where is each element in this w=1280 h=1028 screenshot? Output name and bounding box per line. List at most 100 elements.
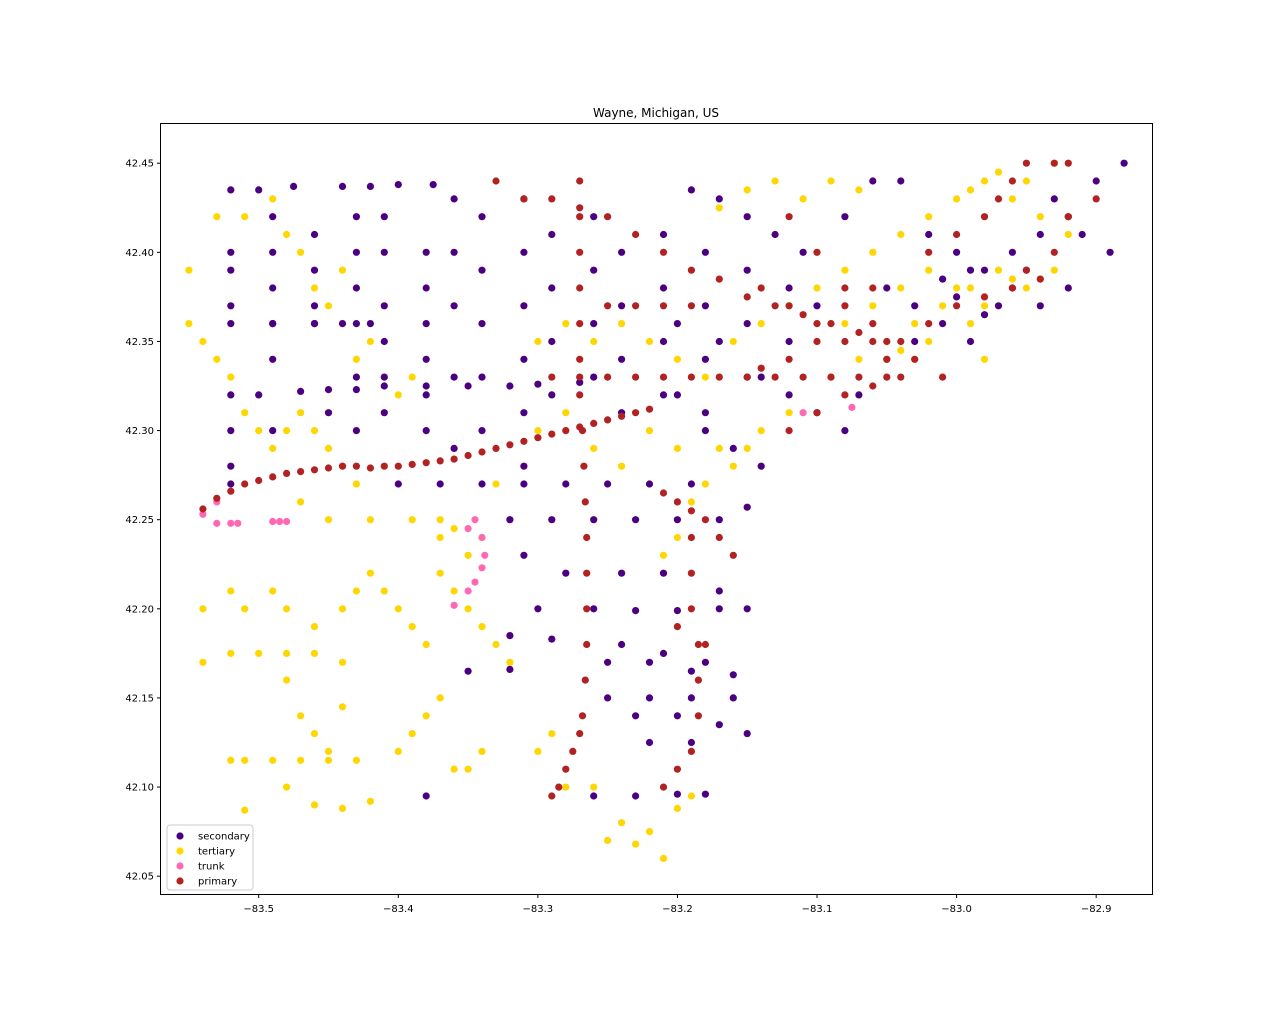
point-tertiary xyxy=(506,658,514,666)
point-secondary xyxy=(980,311,989,319)
point-secondary xyxy=(1036,302,1044,310)
point-secondary xyxy=(673,607,682,615)
point-primary xyxy=(687,373,696,381)
point-secondary xyxy=(701,658,710,666)
point-secondary xyxy=(506,382,514,390)
point-secondary xyxy=(659,337,668,346)
point-secondary xyxy=(352,386,360,394)
legend-marker-primary xyxy=(176,877,184,885)
point-secondary xyxy=(478,373,486,381)
point-tertiary xyxy=(729,462,737,470)
point-primary xyxy=(548,373,556,381)
point-tertiary xyxy=(673,355,682,363)
point-tertiary xyxy=(980,177,989,185)
point-tertiary xyxy=(241,756,249,764)
point-secondary xyxy=(227,186,235,194)
point-trunk xyxy=(478,564,486,572)
point-secondary xyxy=(422,248,430,256)
point-tertiary xyxy=(673,804,682,813)
legend-marker-tertiary xyxy=(176,847,184,855)
point-tertiary xyxy=(283,649,291,658)
point-secondary xyxy=(757,462,765,470)
point-primary xyxy=(408,460,416,468)
point-tertiary xyxy=(715,444,723,452)
point-tertiary xyxy=(436,533,444,542)
point-trunk xyxy=(450,601,458,609)
point-secondary xyxy=(429,181,437,189)
point-tertiary xyxy=(450,525,458,533)
point-primary xyxy=(1022,159,1030,167)
point-primary xyxy=(673,498,682,506)
point-tertiary xyxy=(255,427,263,435)
point-secondary xyxy=(380,248,388,256)
point-secondary xyxy=(743,730,751,738)
point-secondary xyxy=(422,391,430,399)
point-tertiary xyxy=(310,649,319,658)
point-secondary xyxy=(380,373,388,381)
point-primary xyxy=(578,427,587,435)
point-secondary xyxy=(324,386,333,394)
point-primary xyxy=(925,320,933,328)
point-primary xyxy=(269,473,277,481)
point-primary xyxy=(694,676,703,684)
point-tertiary xyxy=(813,284,821,292)
point-secondary xyxy=(269,248,277,256)
x-tick-label: −83.2 xyxy=(662,904,693,915)
point-tertiary xyxy=(534,747,542,756)
point-secondary xyxy=(1120,159,1128,167)
point-secondary xyxy=(548,230,556,239)
point-primary xyxy=(450,455,458,463)
point-tertiary xyxy=(436,569,444,577)
point-tertiary xyxy=(338,605,347,613)
point-secondary xyxy=(548,284,556,292)
point-trunk xyxy=(276,517,284,526)
point-secondary xyxy=(673,712,682,720)
point-secondary xyxy=(785,391,793,399)
point-tertiary xyxy=(324,756,333,764)
point-tertiary xyxy=(1008,275,1017,283)
point-tertiary xyxy=(185,320,193,328)
point-primary xyxy=(925,248,933,256)
point-tertiary xyxy=(994,266,1003,274)
point-tertiary xyxy=(729,337,737,346)
point-primary xyxy=(199,505,207,513)
point-secondary xyxy=(883,284,891,292)
point-secondary xyxy=(338,320,347,328)
point-primary xyxy=(576,177,584,185)
point-secondary xyxy=(953,293,961,301)
point-secondary xyxy=(659,569,668,577)
point-primary xyxy=(813,248,821,256)
point-secondary xyxy=(1106,248,1114,256)
point-secondary xyxy=(324,409,333,417)
point-tertiary xyxy=(310,284,319,292)
point-secondary xyxy=(687,738,696,747)
point-tertiary xyxy=(562,783,570,791)
point-secondary xyxy=(687,694,696,702)
point-secondary xyxy=(506,632,514,640)
point-secondary xyxy=(352,213,360,221)
point-secondary xyxy=(227,248,235,256)
point-secondary xyxy=(227,320,235,328)
point-secondary xyxy=(966,266,975,274)
point-tertiary xyxy=(408,373,416,381)
point-tertiary xyxy=(269,756,277,764)
point-tertiary xyxy=(645,828,654,836)
point-primary xyxy=(673,623,682,631)
point-secondary xyxy=(715,587,723,595)
point-secondary xyxy=(659,391,668,399)
point-primary xyxy=(1008,177,1017,185)
point-tertiary xyxy=(925,213,933,221)
point-primary xyxy=(799,311,807,319)
point-primary xyxy=(632,409,640,417)
point-tertiary xyxy=(659,551,668,559)
point-secondary xyxy=(1050,195,1058,203)
point-secondary xyxy=(478,427,486,435)
point-secondary xyxy=(422,382,430,390)
point-secondary xyxy=(841,213,849,221)
point-secondary xyxy=(478,320,486,328)
point-secondary xyxy=(785,284,793,292)
point-primary xyxy=(478,448,486,456)
point-tertiary xyxy=(310,730,319,738)
point-primary xyxy=(1050,159,1058,167)
